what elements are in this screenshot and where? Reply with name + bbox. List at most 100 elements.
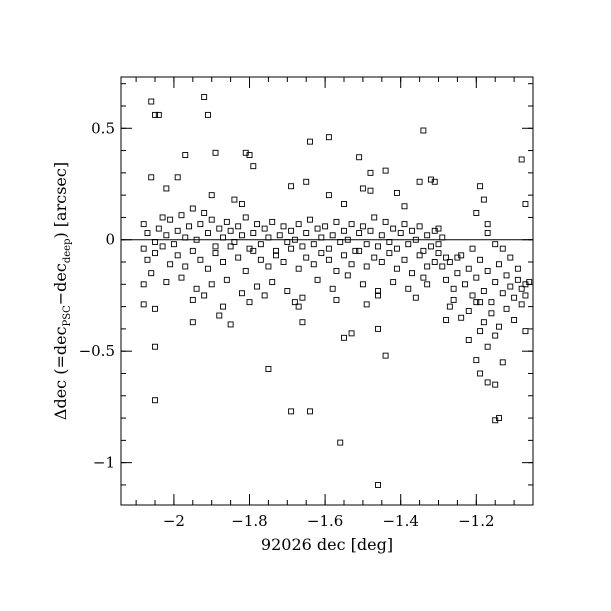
x-tick-label: −2 — [163, 512, 185, 530]
data-point — [314, 225, 321, 232]
data-point — [359, 185, 366, 192]
data-point — [375, 481, 381, 488]
data-point — [144, 230, 151, 236]
data-point — [378, 259, 385, 265]
data-point — [469, 292, 476, 299]
data-point — [261, 225, 268, 232]
data-point — [333, 267, 340, 274]
data-point — [393, 265, 400, 272]
data-point — [427, 243, 434, 250]
data-point — [201, 94, 208, 101]
data-point — [492, 332, 499, 339]
data-point — [499, 359, 506, 366]
data-point — [522, 292, 529, 299]
y-tick-label: 0 — [105, 231, 115, 249]
y-tick-label: 0.5 — [91, 119, 115, 137]
data-point — [401, 203, 408, 210]
x-tick-label: −1.8 — [231, 512, 267, 530]
data-point — [518, 285, 525, 292]
data-point — [216, 225, 223, 232]
data-point — [424, 281, 431, 288]
data-point — [197, 256, 204, 263]
data-point — [439, 263, 446, 270]
data-point — [208, 192, 215, 199]
data-point — [348, 330, 355, 337]
data-point — [363, 301, 370, 308]
data-point — [401, 221, 408, 228]
data-point — [269, 279, 276, 286]
data-point — [239, 201, 245, 208]
data-point — [231, 239, 238, 245]
data-point — [288, 408, 295, 415]
data-point — [371, 214, 378, 221]
data-point — [386, 239, 393, 245]
data-point — [307, 408, 313, 415]
data-point — [496, 323, 502, 330]
data-point — [250, 230, 257, 236]
data-point — [397, 230, 404, 236]
data-point — [299, 319, 306, 326]
data-point — [371, 254, 378, 261]
data-point — [193, 285, 200, 292]
data-point — [295, 303, 302, 310]
data-point — [337, 239, 344, 245]
data-point — [276, 232, 283, 239]
data-point — [280, 259, 287, 265]
data-point — [242, 267, 249, 274]
data-point — [333, 296, 340, 303]
data-point — [250, 247, 257, 254]
data-point — [204, 265, 211, 272]
data-point — [325, 192, 332, 199]
data-point — [341, 252, 347, 259]
y-axis-label-sub1: PSC — [62, 305, 73, 327]
data-point — [503, 272, 510, 279]
x-axis-label: 92026 dec [deg] — [261, 535, 393, 554]
data-point — [367, 227, 374, 234]
data-point — [499, 290, 506, 297]
data-point — [484, 230, 491, 236]
data-point — [246, 299, 253, 306]
data-point — [363, 263, 370, 270]
data-point — [393, 189, 400, 196]
data-point — [450, 285, 457, 292]
data-point — [186, 223, 192, 230]
data-point — [450, 296, 457, 303]
data-point — [170, 241, 177, 248]
data-point — [220, 259, 227, 265]
data-point — [223, 218, 230, 225]
data-point — [167, 216, 174, 223]
data-point — [367, 169, 374, 176]
data-point — [356, 247, 363, 254]
data-point — [359, 223, 366, 230]
data-point — [420, 274, 427, 281]
tick-labels: −2 −1.8 −1.6 −1.4 −1.2 0.5 0 −0.5 −1 — [79, 119, 495, 530]
data-point — [344, 272, 351, 279]
data-point — [526, 279, 533, 286]
data-point — [443, 317, 450, 323]
data-point — [148, 174, 155, 181]
data-point — [189, 296, 196, 303]
data-point — [174, 252, 181, 259]
data-point — [182, 152, 189, 158]
data-point — [499, 245, 506, 252]
data-point — [257, 241, 264, 248]
data-point — [420, 127, 427, 134]
data-point — [473, 357, 480, 364]
data-point — [341, 334, 347, 341]
data-point — [337, 439, 344, 446]
data-point — [416, 178, 423, 185]
data-point — [382, 352, 389, 359]
data-point — [204, 230, 211, 236]
data-point — [511, 317, 518, 323]
x-tick-label: −1.2 — [458, 512, 494, 530]
data-point — [378, 232, 385, 239]
data-point — [303, 230, 310, 236]
data-point — [220, 303, 227, 310]
data-point — [174, 174, 181, 181]
data-points — [140, 94, 533, 488]
data-point — [492, 381, 499, 388]
data-point — [280, 223, 287, 230]
x-tick-label: −1.4 — [382, 512, 418, 530]
y-axis-label-suffix: ) [arcsec] — [51, 162, 70, 239]
data-point — [375, 325, 381, 332]
